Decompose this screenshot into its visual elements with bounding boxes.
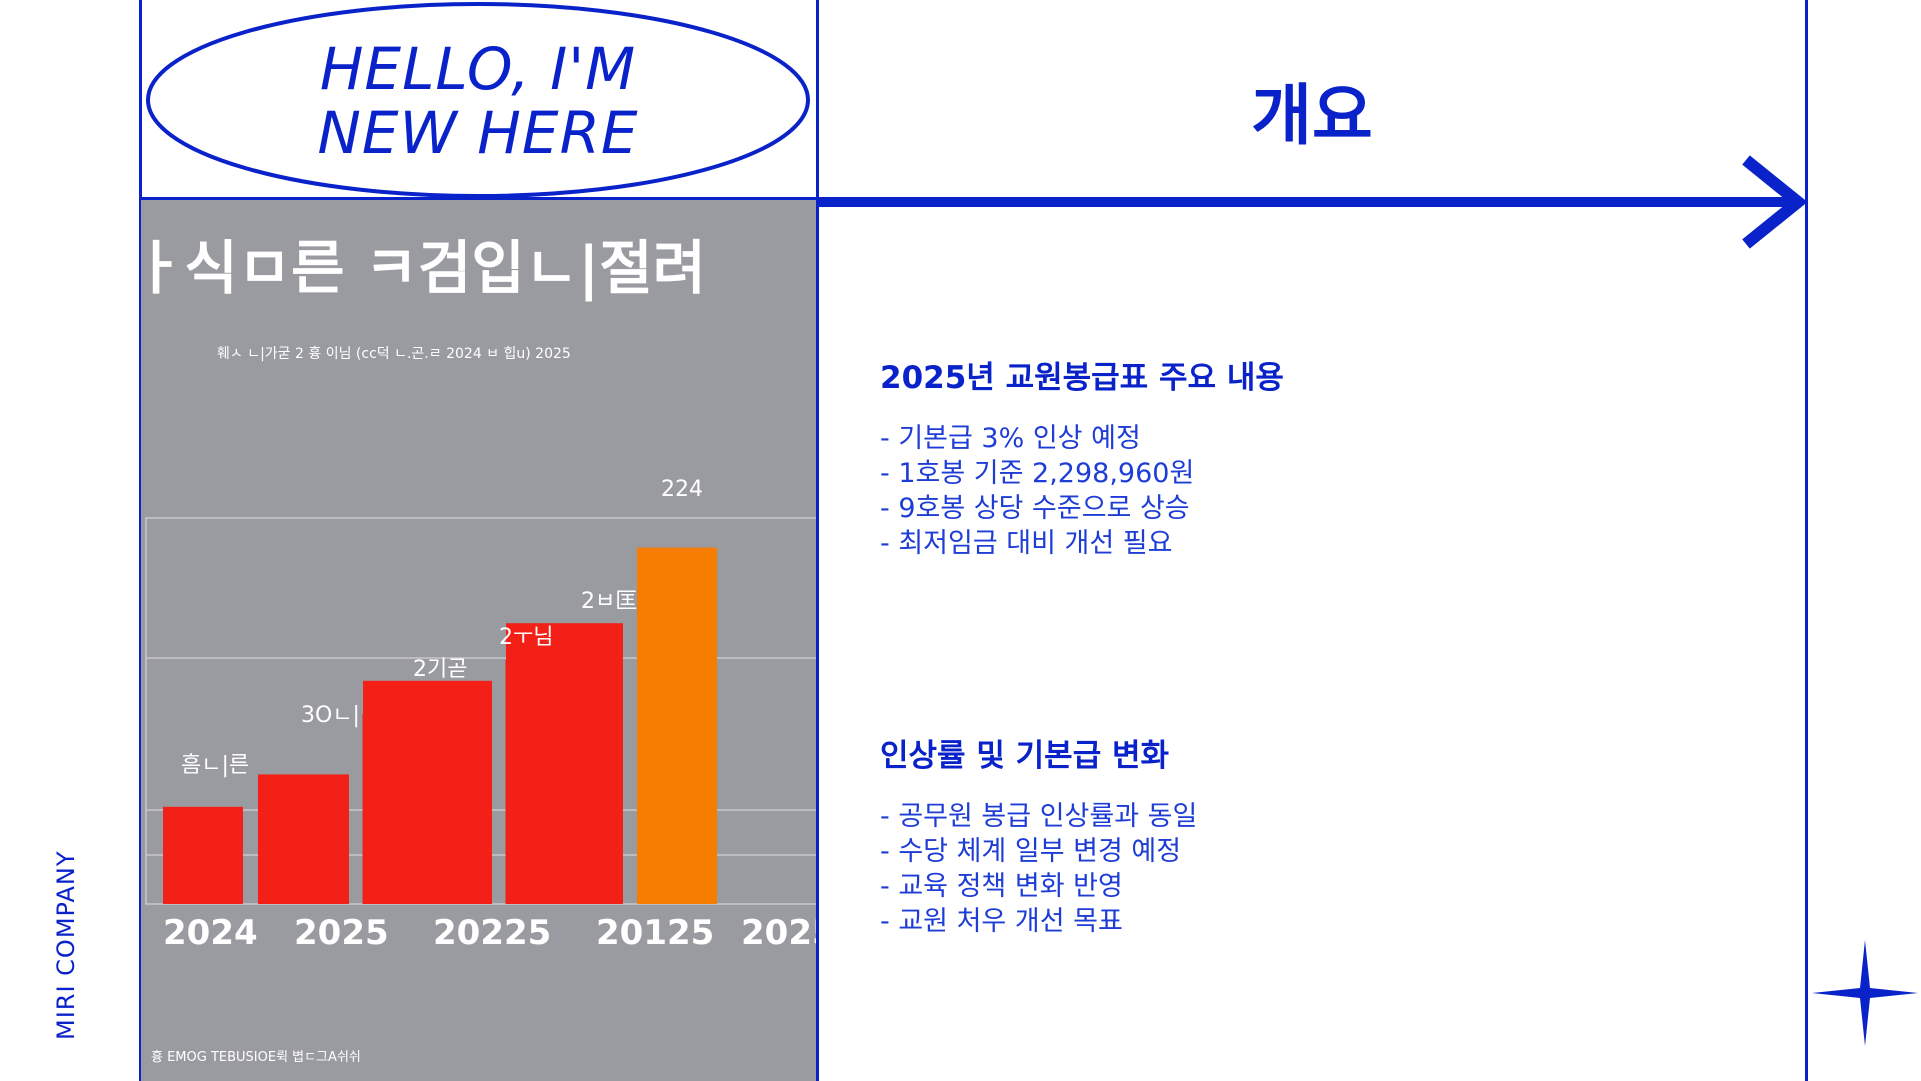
chart-bar	[163, 806, 243, 904]
bar-value-label: 2ㅜ님	[499, 625, 553, 650]
chart-image-graphic: ㅏ식ㅁ른 ㅋ검입ㄴ|절려 훼ㅅ ㄴ|가굳 2 흉 이님 (cc덕 ㄴ.곤.ㄹ 2…	[141, 234, 816, 1065]
x-axis-label: 2024	[163, 913, 258, 953]
bullet-item: - 공무원 봉급 인상률과 동일	[880, 801, 1198, 832]
x-axis-label: 20125	[596, 913, 714, 953]
section-heading: 인상률 및 기본급 변화	[880, 738, 1170, 774]
hello-line-1: HELLO, I'M	[319, 35, 637, 103]
bar-value-label: 3Oㄴ|	[301, 703, 360, 728]
bar-value-label: 2ㅂ匡	[581, 589, 637, 614]
company-side-label: MIRI COMPANY	[52, 850, 80, 1041]
hello-line-2: NEW HERE	[317, 99, 639, 167]
image-title: ㅏ식ㅁ른 ㅋ검입ㄴ|절려	[141, 234, 706, 302]
image-subtitle: 훼ㅅ ㄴ|가굳 2 흉 이님 (cc덕 ㄴ.곤.ㄹ 2024 ㅂ 힙u) 202…	[217, 346, 571, 362]
right-frame-line	[1805, 0, 1808, 1081]
hello-oval-outline	[146, 2, 810, 198]
bar-value-label: 흠ㄴ|른	[181, 753, 249, 778]
bar-value-label: 2기곧	[413, 657, 467, 682]
bullet-item: - 9호봉 상당 수준으로 상승	[880, 493, 1190, 524]
chart-bar	[258, 774, 349, 904]
section-raise-rate: 인상률 및 기본급 변화 - 공무원 봉급 인상률과 동일 - 수당 체계 일부…	[880, 730, 1197, 939]
x-axis-label: 2025	[294, 913, 389, 953]
arrow-right-icon	[816, 155, 1808, 249]
section-heading: 2025년 교원봉급표 주요 내용	[880, 360, 1284, 396]
bullet-item: - 교육 정책 변화 반영	[880, 871, 1123, 902]
chart-bar-step	[505, 659, 570, 904]
x-axis-label: 20225	[433, 913, 551, 953]
section-salary-table: 2025년 교원봉급표 주요 내용 - 기본급 3% 인상 예정 - 1호봉 기…	[880, 352, 1284, 561]
bullet-item: - 기본급 3% 인상 예정	[880, 423, 1141, 454]
left-frame-line	[139, 0, 142, 1081]
bullet-item: - 1호봉 기준 2,298,960원	[880, 458, 1195, 489]
x-axis-label: 2025	[741, 913, 816, 953]
image-footer: 흉 EMOG TEBUSIOE뤽 볍ㄷ그A쉬쉬	[151, 1050, 361, 1065]
header-divider	[139, 197, 816, 200]
four-point-star-icon	[1812, 940, 1918, 1046]
chart-bar-step	[362, 714, 434, 904]
bullet-item: - 수당 체계 일부 변경 예정	[880, 836, 1182, 867]
page-title: 개요	[1251, 77, 1373, 154]
chart-image: ㅏ식ㅁ른 ㅋ검입ㄴ|절려 훼ㅅ ㄴ|가굳 2 흉 이님 (cc덕 ㄴ.곤.ㄹ 2…	[141, 200, 816, 1081]
chart-bar	[637, 547, 717, 904]
bullet-item: - 교원 처우 개선 목표	[880, 906, 1123, 937]
bullet-item: - 최저임금 대비 개선 필요	[880, 528, 1173, 559]
bar-value-label: 224	[661, 477, 703, 502]
middle-frame-line	[816, 0, 819, 1081]
